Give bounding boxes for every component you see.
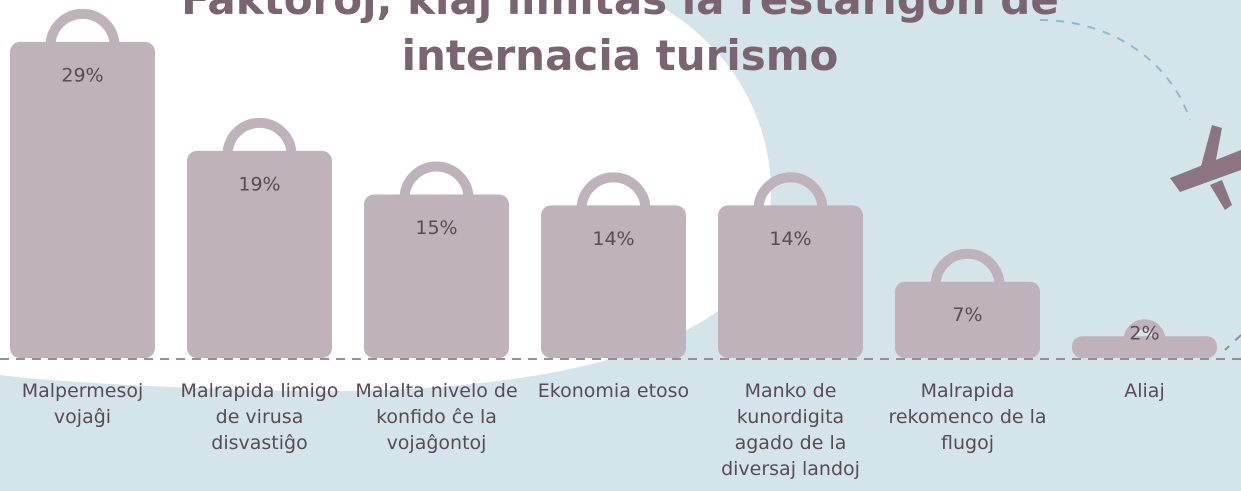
value-label: 7% [952,304,982,326]
value-label: 19% [238,173,280,195]
value-label: 14% [769,228,811,250]
value-label: 15% [415,217,457,239]
category-label: Malrapida limigo de virusa disvastiĝo [175,378,345,456]
category-label: Malalta nivelo de konfido ĉe la vojaĝont… [352,378,522,456]
chart: 29% 19% 15% 14% 14% 7% 2% Faktoroj, kiaj limit… [0,0,1241,491]
category-label: Malpermesoj vojaĝi [0,378,168,430]
category-label: Manko de kunordigita agado de la diversa… [706,378,876,482]
airplane [1170,125,1241,210]
bar [10,42,155,358]
chart-title: Faktoroj, kiaj limitas la restarigon de … [160,0,1080,84]
category-label: Ekonomia etoso [529,378,699,404]
category-label: Aliaj [1060,378,1230,404]
category-label: Malrapida rekomenco de la flugoj [883,378,1053,456]
value-label: 2% [1129,323,1159,345]
value-label: 14% [592,228,634,250]
flight-path [1225,335,1241,350]
handle [936,254,1000,286]
value-label: 29% [61,64,103,86]
